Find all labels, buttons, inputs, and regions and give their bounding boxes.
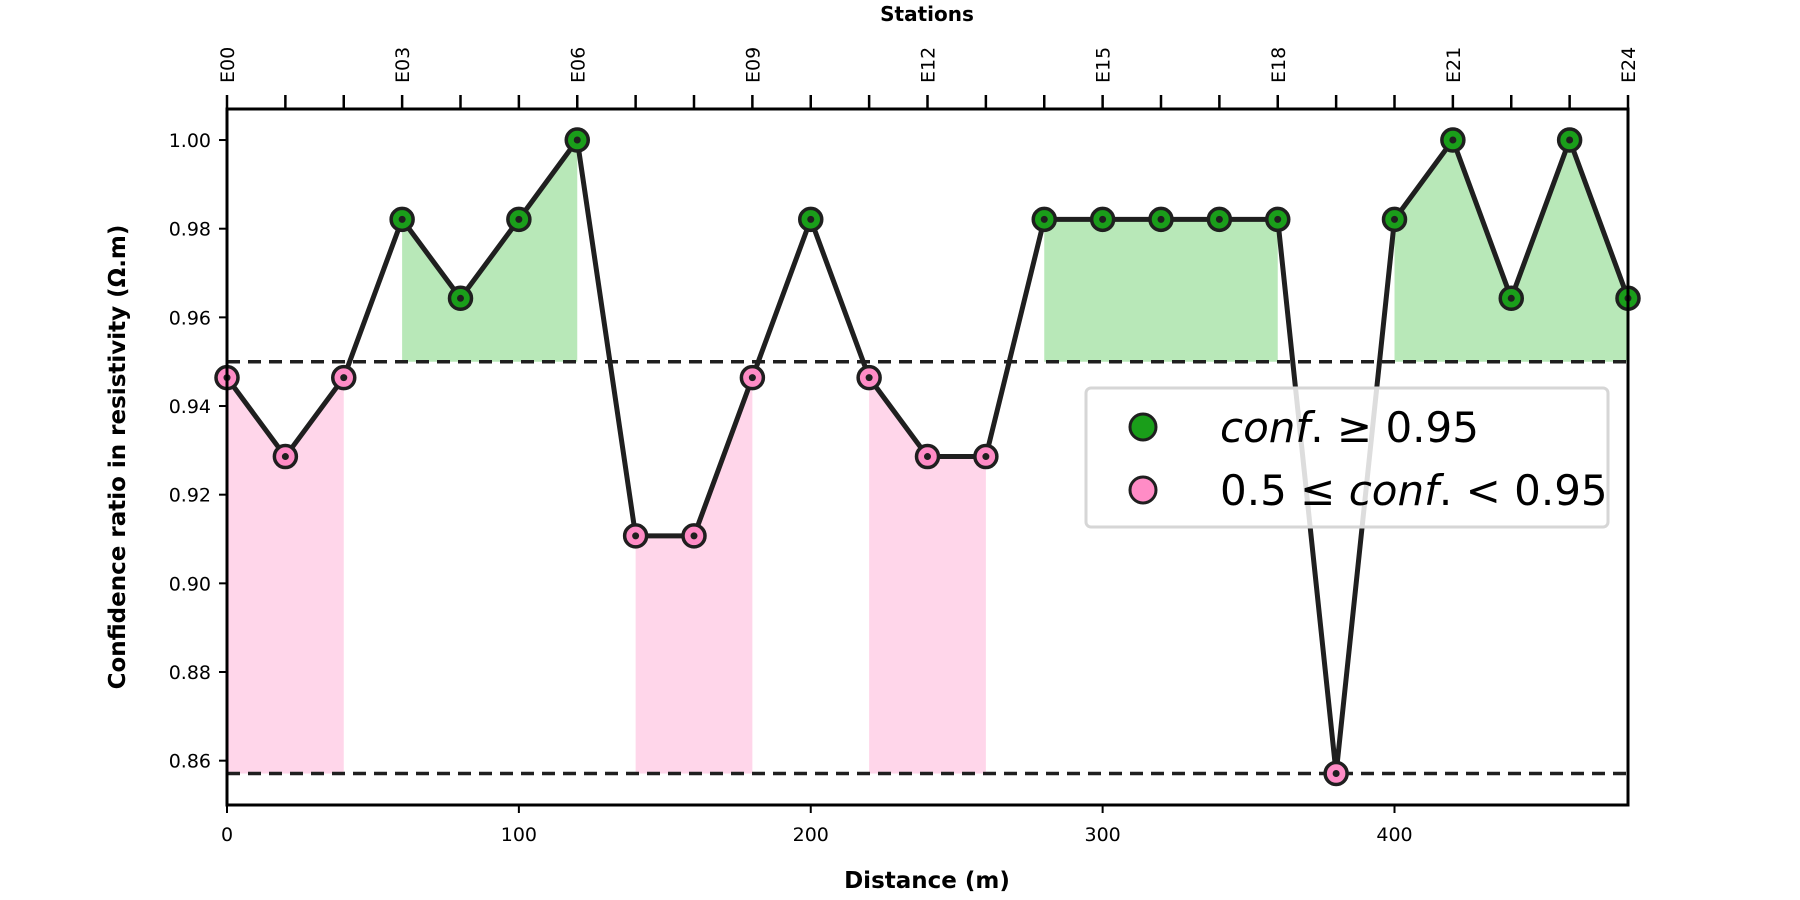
point-center <box>1274 215 1282 223</box>
point-center <box>1040 215 1048 223</box>
point-center <box>398 215 406 223</box>
point-center <box>924 453 931 461</box>
point-center <box>340 374 348 382</box>
y-tick-label: 0.94 <box>169 396 211 418</box>
y-tick-label: 0.90 <box>169 573 211 595</box>
point-center <box>865 374 873 382</box>
series <box>214 127 1641 787</box>
high-confidence-fill <box>1044 219 1278 362</box>
x-tick-label: 300 <box>1084 824 1120 846</box>
point-center <box>807 215 815 223</box>
high-confidence-fill <box>402 140 578 362</box>
point-center <box>1332 770 1340 778</box>
point-center <box>281 453 289 461</box>
point-center <box>1566 136 1574 144</box>
station-label: E18 <box>1268 47 1290 83</box>
point-center <box>690 532 698 540</box>
low-confidence-fill <box>227 377 344 774</box>
point-center <box>573 136 581 144</box>
legend-marker-high <box>1128 412 1158 442</box>
y-tick-label: 0.88 <box>169 662 211 684</box>
x-tick-label: 0 <box>221 824 233 846</box>
threshold-lines <box>227 359 1628 776</box>
x-tick-label: 100 <box>501 824 537 846</box>
point-center <box>1099 215 1107 223</box>
station-label: E03 <box>392 47 414 83</box>
legend-label-low: 0.5 ≤ conf. < 0.95 <box>1220 466 1608 515</box>
point-center <box>1157 215 1165 223</box>
y-tick-label: 0.86 <box>169 751 211 773</box>
y-tick-label: 1.00 <box>169 130 211 152</box>
y-tick-label: 0.96 <box>169 307 211 329</box>
station-label: E09 <box>742 47 764 83</box>
x-tick-label: 400 <box>1376 824 1412 846</box>
legend-box <box>1084 386 1610 529</box>
point-center <box>748 374 756 382</box>
legend-marker-low <box>1128 475 1158 505</box>
point-center <box>1449 136 1457 144</box>
confidence-fills <box>227 140 1628 774</box>
station-label: E15 <box>1093 47 1115 83</box>
y-tick-label: 0.92 <box>169 485 211 507</box>
low-confidence-fill <box>635 377 753 774</box>
point-center <box>1215 215 1223 223</box>
top-axis-title: Stations <box>880 2 974 26</box>
x-tick-label: 200 <box>793 824 829 846</box>
station-label: E00 <box>217 47 239 83</box>
y-tick-label: 0.98 <box>169 219 211 241</box>
high-confidence-fill <box>1394 140 1628 362</box>
station-label: E21 <box>1443 47 1465 83</box>
x-axis-title: Distance (m) <box>844 868 1010 894</box>
point-center <box>1391 215 1398 223</box>
legend-label-high: conf. ≥ 0.95 <box>1220 403 1479 452</box>
legend: conf. ≥ 0.95 0.5 ≤ conf. < 0.95 <box>1084 386 1610 529</box>
station-label: E24 <box>1618 47 1640 83</box>
low-confidence-fill <box>869 377 986 774</box>
point-center <box>632 532 640 540</box>
axes: 0 100 200 300 400 0.86 0.88 0.90 0.92 0.94 0.96 0.9… <box>169 47 1640 846</box>
point-center <box>457 294 464 302</box>
point-center <box>982 453 990 461</box>
y-axis-title: Confidence ratio in resistivity (Ω.m) <box>105 225 131 690</box>
station-label: E12 <box>918 47 940 83</box>
point-center <box>515 215 523 223</box>
station-label: E06 <box>567 47 589 83</box>
point-center <box>1507 294 1515 302</box>
